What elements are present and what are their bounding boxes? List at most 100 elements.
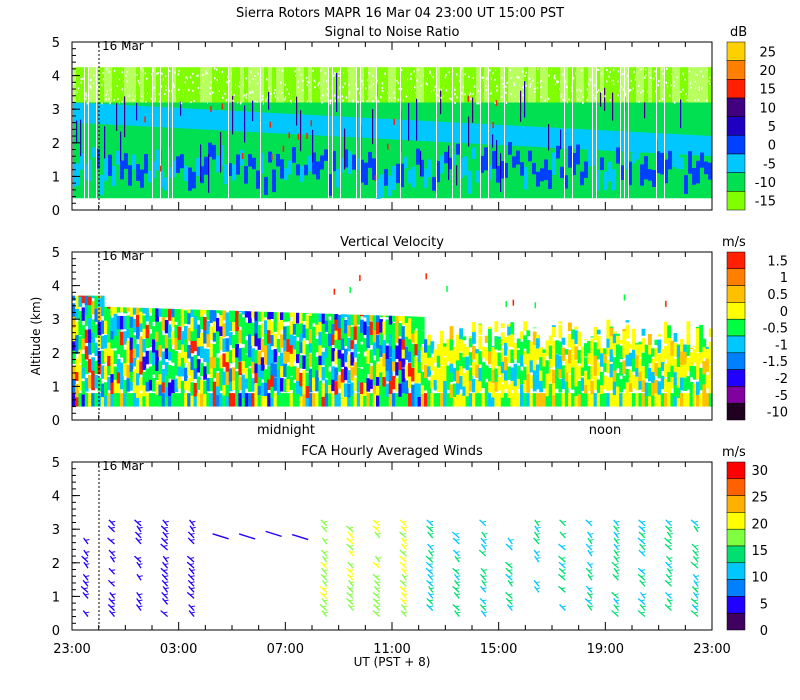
vv-cell [152, 393, 156, 407]
vv-cell [142, 338, 147, 353]
vv-cell [465, 346, 470, 356]
wind-barb [479, 585, 487, 593]
vv-cell [667, 393, 671, 407]
vv-cell [222, 371, 227, 386]
vv-cell [465, 382, 470, 397]
snr-cell [564, 102, 569, 199]
snr-cell [488, 102, 493, 199]
vv-cell [619, 379, 623, 393]
snr-speckle [314, 86, 316, 89]
vv-cell [632, 374, 636, 389]
vv-cell [475, 364, 479, 378]
snr-speckle [105, 98, 107, 101]
vv-cell [376, 335, 380, 349]
snr-colorbar-swatch [726, 97, 746, 117]
vv-cell [107, 342, 111, 356]
snr-speckle [177, 73, 180, 76]
snr-cell [668, 150, 673, 170]
wind-barb-flag [667, 520, 673, 523]
snr-cell [320, 67, 325, 103]
snr-cell [328, 102, 333, 199]
vv-cell [667, 382, 671, 396]
vv-cell [129, 314, 134, 328]
snr-speckle [284, 98, 286, 101]
vv-cell [331, 366, 335, 380]
vv-cell [235, 310, 239, 323]
snr-cell [496, 124, 501, 145]
snr-cell [252, 102, 257, 199]
wind-barb-flag [535, 551, 541, 553]
snr-cell [408, 120, 413, 141]
snr-speckle [682, 72, 684, 75]
x-tick-label: 23:00 [693, 642, 730, 657]
snr-cell [244, 111, 249, 132]
snr-speckle [161, 72, 163, 75]
vv-cell [497, 376, 502, 391]
snr-speckle [476, 102, 478, 105]
snr-speckle [469, 97, 472, 100]
snr-cell [280, 67, 285, 103]
vv-cell [590, 338, 595, 352]
vv-cell [219, 336, 223, 351]
snr-speckle [172, 83, 175, 86]
wind-barb [187, 579, 195, 587]
vv-cell [315, 338, 319, 353]
vv-cell [360, 314, 364, 317]
vv-cell [385, 393, 390, 407]
vv-cell [552, 352, 556, 367]
snr-speckle [164, 85, 167, 88]
vv-cell [625, 368, 630, 383]
vv-cell [113, 350, 118, 364]
vv-cell [113, 307, 118, 314]
wind-barb-flag [483, 545, 488, 547]
vv-cell [584, 357, 588, 371]
vv-cell [654, 339, 659, 346]
snr-cell [664, 67, 669, 103]
snr-cell [544, 159, 549, 181]
wind-barb [109, 592, 116, 599]
vv-cell [248, 393, 252, 407]
snr-cell [576, 67, 581, 103]
wind-barb-flag [111, 611, 116, 614]
vv-cell [440, 393, 444, 407]
snr-cell [492, 150, 497, 169]
snr-cell [692, 168, 697, 185]
snr-speckle [422, 73, 425, 76]
snr-cell [640, 164, 645, 186]
vv-cell [315, 313, 319, 315]
wind-barb-flag [640, 575, 645, 578]
snr-cell [484, 124, 489, 145]
vv-cell [401, 354, 406, 368]
snr-cell [468, 67, 473, 103]
snr-cell [456, 143, 461, 155]
vv-cell [152, 308, 156, 322]
vv-cell [587, 393, 591, 407]
snr-speckle [283, 82, 285, 85]
wind-barb [613, 598, 619, 605]
snr-speckle [454, 88, 456, 91]
snr-streak [496, 140, 498, 169]
wind-barb [586, 592, 593, 599]
wind-barb [188, 585, 195, 593]
vv-cell [136, 393, 140, 407]
vv-cell [609, 348, 614, 362]
vv-cell [366, 334, 371, 349]
wind-barb [666, 531, 673, 539]
vv-cell [360, 353, 364, 368]
vv-cell [244, 354, 249, 368]
vv-cell [241, 311, 246, 315]
wind-barb-flag [561, 545, 566, 547]
vv-cell [635, 343, 639, 345]
vv-cell [120, 362, 124, 376]
vv-cell [408, 393, 412, 407]
vv-cell [548, 383, 553, 398]
wind-barb [189, 519, 195, 527]
snr-speckle [700, 70, 702, 73]
wind-barb-flag [403, 575, 408, 578]
snr-cell [324, 115, 329, 136]
vv-cell [654, 393, 659, 407]
snr-speckle [95, 78, 97, 81]
vv-cell [280, 393, 284, 407]
vv-cell [670, 374, 675, 389]
